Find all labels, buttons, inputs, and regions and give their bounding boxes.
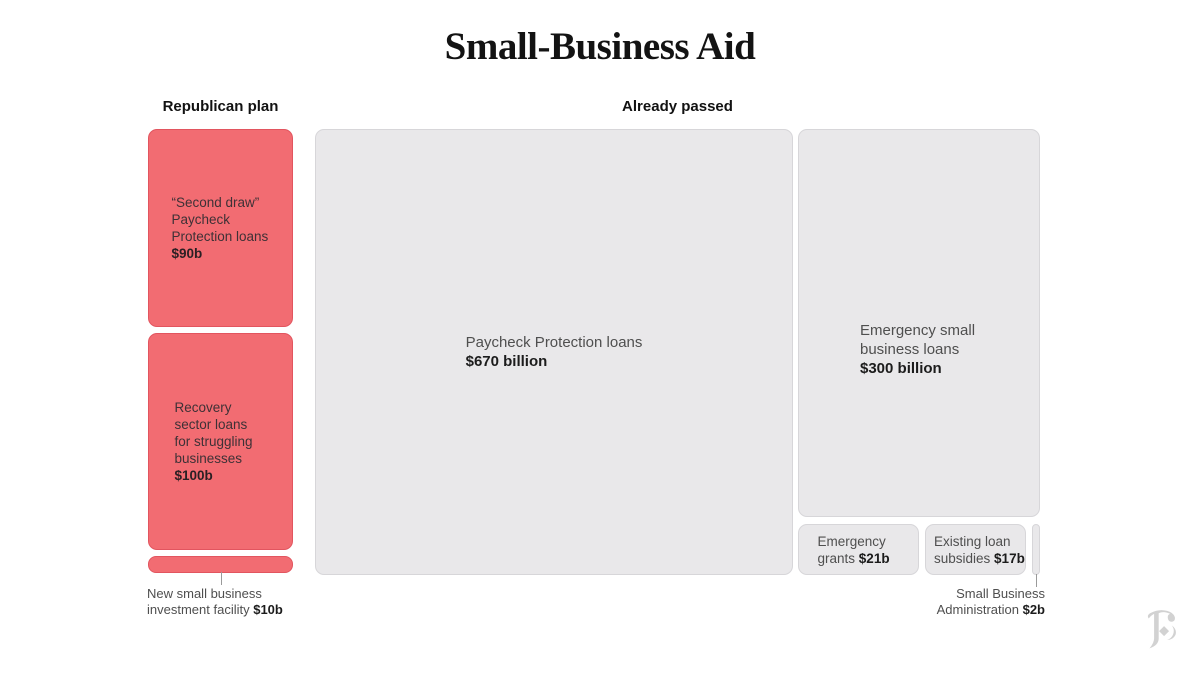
column-header-already-passed: Already passed [622,98,733,115]
page-title: Small-Business Aid [444,25,756,68]
treemap-block-recovery-sector-loans: Recovery sector loans for struggling bus… [148,333,293,550]
annotation-small-business-administration: Small Business Administration $2b [936,586,1045,617]
column-header-republican-plan: Republican plan [162,98,279,115]
block-label: Paycheck Protection loans $670 billion [465,334,643,370]
nyt-t-logo [1147,610,1176,649]
treemap-block-new-investment-facility [148,556,293,573]
annotation-new-investment-facility: New small business investment facility $… [147,586,283,617]
treemap-block-emergency-grants: Emergency grants $21b [798,524,919,575]
block-label: Emergency small business loans $300 bill… [860,321,976,377]
block-label: Existing loan subsidies $17b [934,533,1025,566]
block-label: Emergency grants $21b [817,533,890,566]
treemap-block-paycheck-protection-loans: Paycheck Protection loans $670 billion [315,129,793,575]
treemap-block-small-business-administration [1032,524,1040,575]
block-label: “Second draw” Paycheck Protection loans … [171,195,269,261]
treemap-block-second-draw-ppp-loans: “Second draw” Paycheck Protection loans … [148,129,293,327]
leader-line-investment-facility [221,572,222,585]
leader-line-sba [1036,574,1037,587]
block-label: Recovery sector loans for struggling bus… [174,400,253,483]
treemap-block-emergency-small-business-loans: Emergency small business loans $300 bill… [798,129,1040,517]
treemap-block-existing-loan-subsidies: Existing loan subsidies $17b [925,524,1026,575]
